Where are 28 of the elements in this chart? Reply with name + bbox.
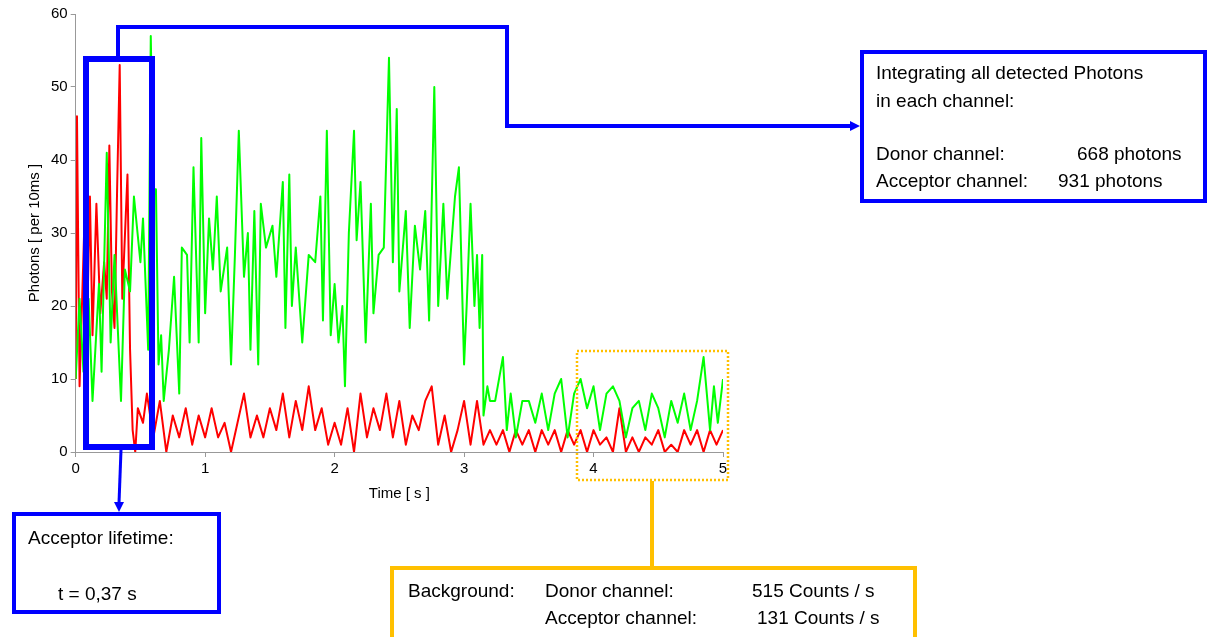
- x-tick-label: 0: [71, 459, 80, 477]
- text: Acceptor lifetime:: [28, 527, 174, 549]
- y-tick-label: 20: [51, 296, 68, 314]
- x-tick-label: 2: [330, 459, 339, 477]
- text: 131 Counts / s: [757, 607, 880, 629]
- y-tick-label: 50: [51, 77, 68, 95]
- text: 668 photons: [1077, 143, 1182, 165]
- y-tick-label: 0: [59, 442, 68, 460]
- x-tick-label: 3: [459, 459, 469, 477]
- text: Integrating all detected Photons: [876, 62, 1144, 84]
- x-axis-title: Time [ s ]: [368, 484, 430, 502]
- text: in each channel:: [876, 90, 1015, 112]
- y-tick-label: 30: [51, 223, 68, 241]
- text: t = 0,37 s: [58, 583, 137, 605]
- text: 515 Counts / s: [752, 580, 875, 602]
- y-tick-label: 40: [51, 150, 68, 168]
- y-axis-title: Photons [ per 10ms ]: [25, 163, 43, 303]
- text: Background:: [408, 580, 515, 602]
- x-tick-label: 4: [589, 459, 598, 477]
- text: Acceptor channel:: [876, 170, 1029, 192]
- text: Acceptor channel:: [545, 607, 698, 629]
- y-tick-label: 10: [51, 369, 68, 387]
- text: Donor channel:: [545, 580, 674, 602]
- y-tick-label: 60: [51, 4, 68, 22]
- x-tick-label: 1: [200, 459, 210, 477]
- text: Donor channel:: [876, 143, 1005, 165]
- text: 931 photons: [1058, 170, 1163, 192]
- x-tick-label: 5: [718, 459, 728, 477]
